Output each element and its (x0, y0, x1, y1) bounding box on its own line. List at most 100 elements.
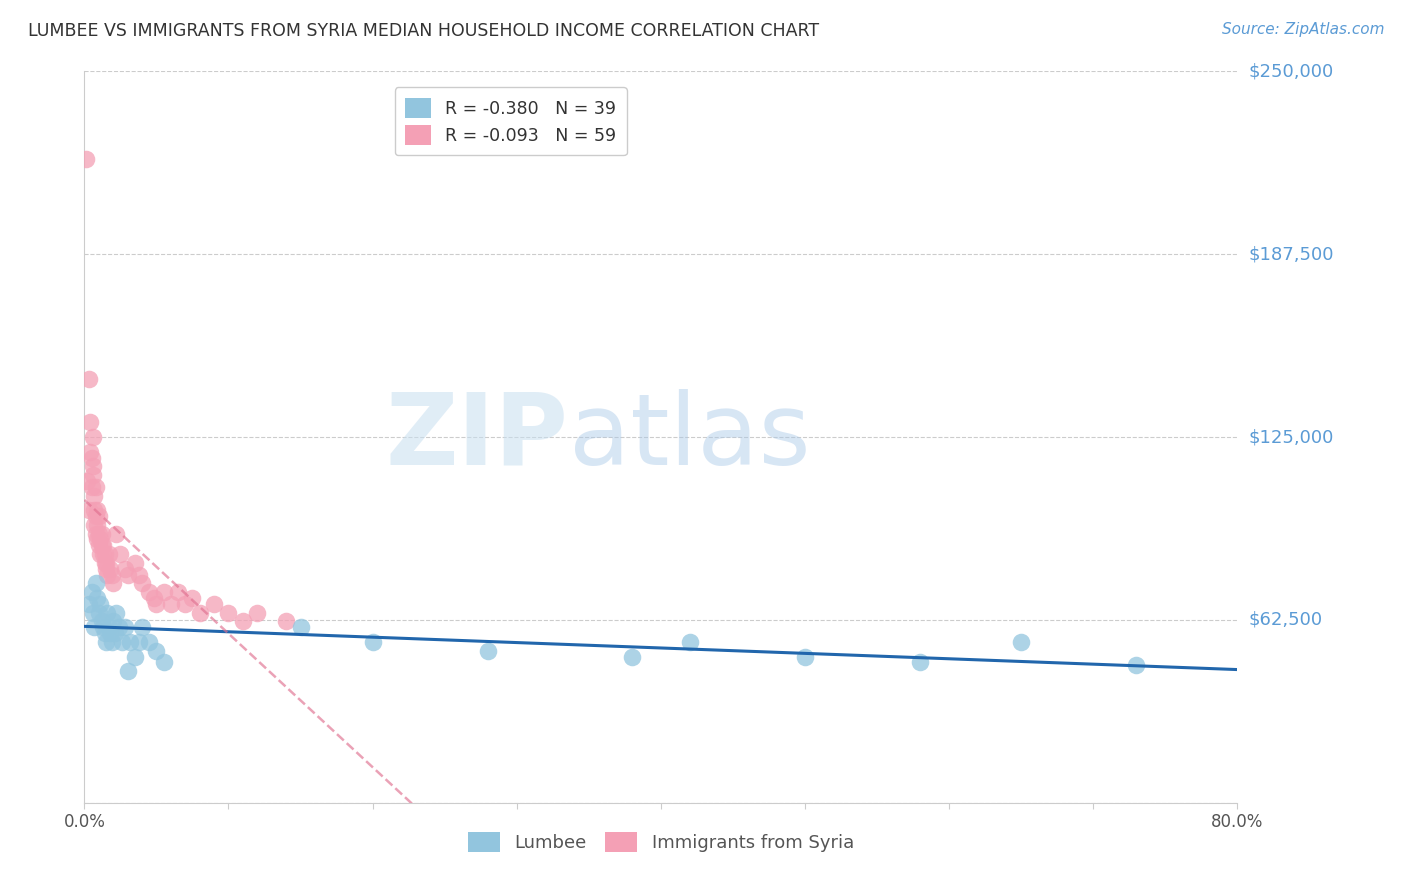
Point (91, 620, 114, 634)
Point (76, 474, 98, 488)
Point (80, 450, 103, 465)
Point (84, 480, 107, 494)
Point (82, 459, 104, 474)
Point (89, 533, 111, 547)
Point (138, 585, 160, 599)
Point (94, 556, 117, 570)
Point (97, 547, 120, 561)
Point (794, 649, 817, 664)
Point (477, 643, 499, 657)
Point (152, 585, 174, 599)
Point (79, 416, 101, 430)
Point (160, 597, 183, 611)
Point (96, 567, 118, 582)
Point (246, 606, 269, 620)
Point (117, 664, 139, 678)
Point (290, 620, 312, 634)
Point (218, 606, 240, 620)
Point (114, 620, 136, 634)
Point (90, 615, 112, 629)
Point (131, 620, 153, 634)
Point (83, 517, 105, 532)
Point (86, 517, 108, 532)
Point (87, 606, 110, 620)
Point (77, 371, 100, 385)
Point (89, 597, 111, 611)
Point (621, 649, 644, 664)
Point (84, 526, 107, 541)
Point (96, 606, 118, 620)
Point (89, 547, 111, 561)
Legend: Lumbee, Immigrants from Syria: Lumbee, Immigrants from Syria (460, 824, 862, 860)
Point (111, 635, 134, 649)
Point (100, 635, 122, 649)
Text: atlas: atlas (568, 389, 810, 485)
Point (110, 547, 132, 561)
Point (82, 468, 104, 483)
Point (103, 615, 124, 629)
Text: LUMBEE VS IMMIGRANTS FROM SYRIA MEDIAN HOUSEHOLD INCOME CORRELATION CHART: LUMBEE VS IMMIGRANTS FROM SYRIA MEDIAN H… (28, 22, 820, 40)
Point (152, 656, 174, 670)
Point (82, 606, 104, 620)
Point (117, 567, 139, 582)
Point (138, 635, 160, 649)
Point (100, 567, 122, 582)
Point (93, 547, 115, 561)
Point (188, 606, 211, 620)
Point (167, 585, 190, 599)
Point (145, 643, 167, 657)
Point (83, 489, 105, 503)
Point (124, 649, 146, 664)
Point (97, 620, 120, 634)
Point (679, 635, 702, 649)
Point (84, 576, 107, 591)
Point (104, 626, 127, 640)
Point (120, 635, 142, 649)
Point (90, 538, 112, 552)
Point (86, 533, 108, 547)
Point (128, 567, 150, 582)
Point (98, 626, 121, 640)
Point (105, 606, 128, 620)
Point (1125, 658, 1147, 673)
Text: Source: ZipAtlas.com: Source: ZipAtlas.com (1222, 22, 1385, 37)
Point (86, 503, 108, 517)
Point (103, 576, 124, 591)
Point (910, 656, 932, 670)
Point (87, 526, 110, 541)
Point (94, 562, 117, 576)
Point (77, 503, 100, 517)
Point (1010, 635, 1032, 649)
Point (80, 585, 103, 599)
Point (83, 620, 105, 634)
Point (93, 626, 115, 640)
Point (361, 635, 384, 649)
Point (124, 556, 146, 570)
Text: $125,000: $125,000 (1249, 428, 1334, 446)
Point (87, 538, 110, 552)
Point (276, 615, 298, 629)
Point (131, 576, 153, 591)
Point (114, 562, 136, 576)
Point (90, 526, 112, 541)
Text: $187,500: $187,500 (1249, 245, 1334, 263)
Text: $250,000: $250,000 (1249, 62, 1334, 80)
Point (128, 635, 150, 649)
Point (202, 597, 225, 611)
Point (181, 591, 204, 605)
Point (86, 591, 108, 605)
Point (79, 444, 101, 458)
Point (91, 538, 114, 552)
Point (94, 635, 117, 649)
Point (142, 591, 165, 605)
Text: ZIP: ZIP (385, 389, 568, 485)
Point (93, 556, 115, 570)
Point (145, 597, 167, 611)
Point (232, 615, 254, 629)
Point (82, 430, 104, 444)
Text: $62,500: $62,500 (1249, 611, 1323, 629)
Point (77, 597, 100, 611)
Point (105, 526, 128, 541)
Point (108, 620, 131, 634)
Point (174, 597, 197, 611)
